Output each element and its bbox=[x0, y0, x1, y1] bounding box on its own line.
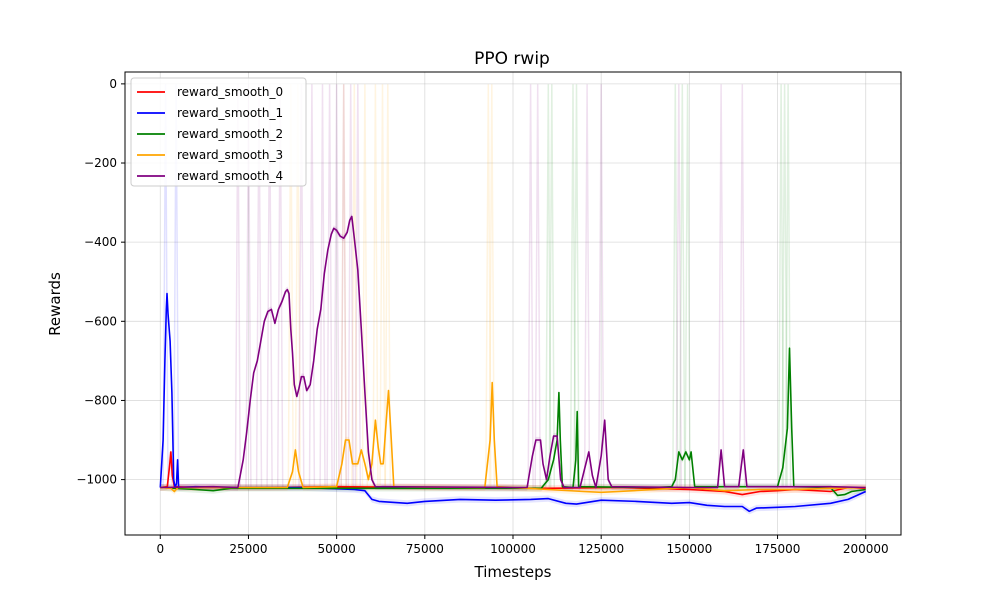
raw-spike-4 bbox=[534, 84, 541, 488]
y-axis-label: Rewards bbox=[46, 272, 64, 336]
raw-spike-3 bbox=[488, 84, 496, 488]
raw-spike-2 bbox=[777, 84, 785, 488]
raw-spike-3 bbox=[379, 84, 386, 488]
y-tick-label: −1000 bbox=[76, 473, 117, 487]
y-tick-label: −800 bbox=[84, 393, 117, 407]
series-line-4 bbox=[160, 215, 866, 489]
x-tick-label: 200000 bbox=[843, 542, 889, 556]
x-tick-label: 100000 bbox=[490, 542, 536, 556]
raw-spike-4 bbox=[717, 84, 725, 488]
legend: reward_smooth_0 reward_smooth_1 reward_smo… bbox=[130, 77, 307, 187]
legend-label-1: reward_smooth_1 bbox=[177, 106, 283, 120]
raw-spike-2 bbox=[545, 84, 552, 488]
series-lines bbox=[159, 215, 867, 513]
legend-label-3: reward_smooth_3 bbox=[177, 148, 283, 162]
raw-spike-3 bbox=[340, 84, 347, 488]
raw-spike-3 bbox=[351, 84, 358, 488]
raw-spike-2 bbox=[679, 84, 686, 488]
y-tick-label: −400 bbox=[84, 235, 117, 249]
x-tick-label: 50000 bbox=[318, 542, 356, 556]
raw-spike-2 bbox=[569, 84, 577, 488]
chart-title: PPO rwip bbox=[474, 49, 550, 69]
raw-spike-4 bbox=[739, 84, 746, 488]
raw-spike-4 bbox=[340, 84, 347, 488]
legend-label-2: reward_smooth_2 bbox=[177, 127, 283, 141]
x-tick-label: 25000 bbox=[229, 542, 267, 556]
raw-spike-3 bbox=[372, 84, 379, 488]
raw-spike-4 bbox=[583, 84, 591, 488]
raw-spike-3 bbox=[384, 84, 392, 488]
raw-spike-4 bbox=[354, 84, 362, 488]
raw-spike-3 bbox=[485, 84, 492, 488]
raw-spike-4 bbox=[675, 84, 683, 488]
legend-box bbox=[130, 77, 307, 187]
y-tick-label: 0 bbox=[109, 77, 117, 91]
raw-spike-4 bbox=[308, 84, 316, 488]
raw-spike-4 bbox=[527, 84, 534, 488]
y-tick-label: −600 bbox=[84, 314, 117, 328]
raw-reward-spikes bbox=[162, 84, 792, 488]
raw-spike-2 bbox=[672, 84, 679, 488]
raw-spike-2 bbox=[781, 84, 788, 488]
series-line-1 bbox=[159, 292, 867, 513]
raw-spike-4 bbox=[597, 84, 605, 488]
y-tick-label: −200 bbox=[84, 156, 117, 170]
legend-label-4: reward_smooth_4 bbox=[177, 169, 283, 183]
raw-spike-4 bbox=[326, 84, 333, 488]
raw-spike-2 bbox=[573, 84, 580, 488]
raw-spike-4 bbox=[333, 84, 340, 488]
raw-spike-4 bbox=[319, 84, 326, 488]
raw-spike-2 bbox=[548, 84, 556, 488]
raw-spike-4 bbox=[347, 84, 354, 488]
grid bbox=[125, 72, 901, 535]
x-axis-label: Timesteps bbox=[474, 563, 552, 581]
x-tick-label: 0 bbox=[156, 542, 164, 556]
x-tick-label: 75000 bbox=[406, 542, 444, 556]
x-tick-label: 125000 bbox=[578, 542, 624, 556]
x-tick-label: 175000 bbox=[755, 542, 801, 556]
legend-label-0: reward_smooth_0 bbox=[177, 85, 283, 99]
axis-ticks: 0 25000 50000 75000 100000 125000 150000 175000… bbox=[76, 77, 888, 556]
raw-spike-2 bbox=[684, 84, 691, 488]
series-line-3 bbox=[160, 381, 866, 494]
x-tick-label: 150000 bbox=[666, 542, 712, 556]
